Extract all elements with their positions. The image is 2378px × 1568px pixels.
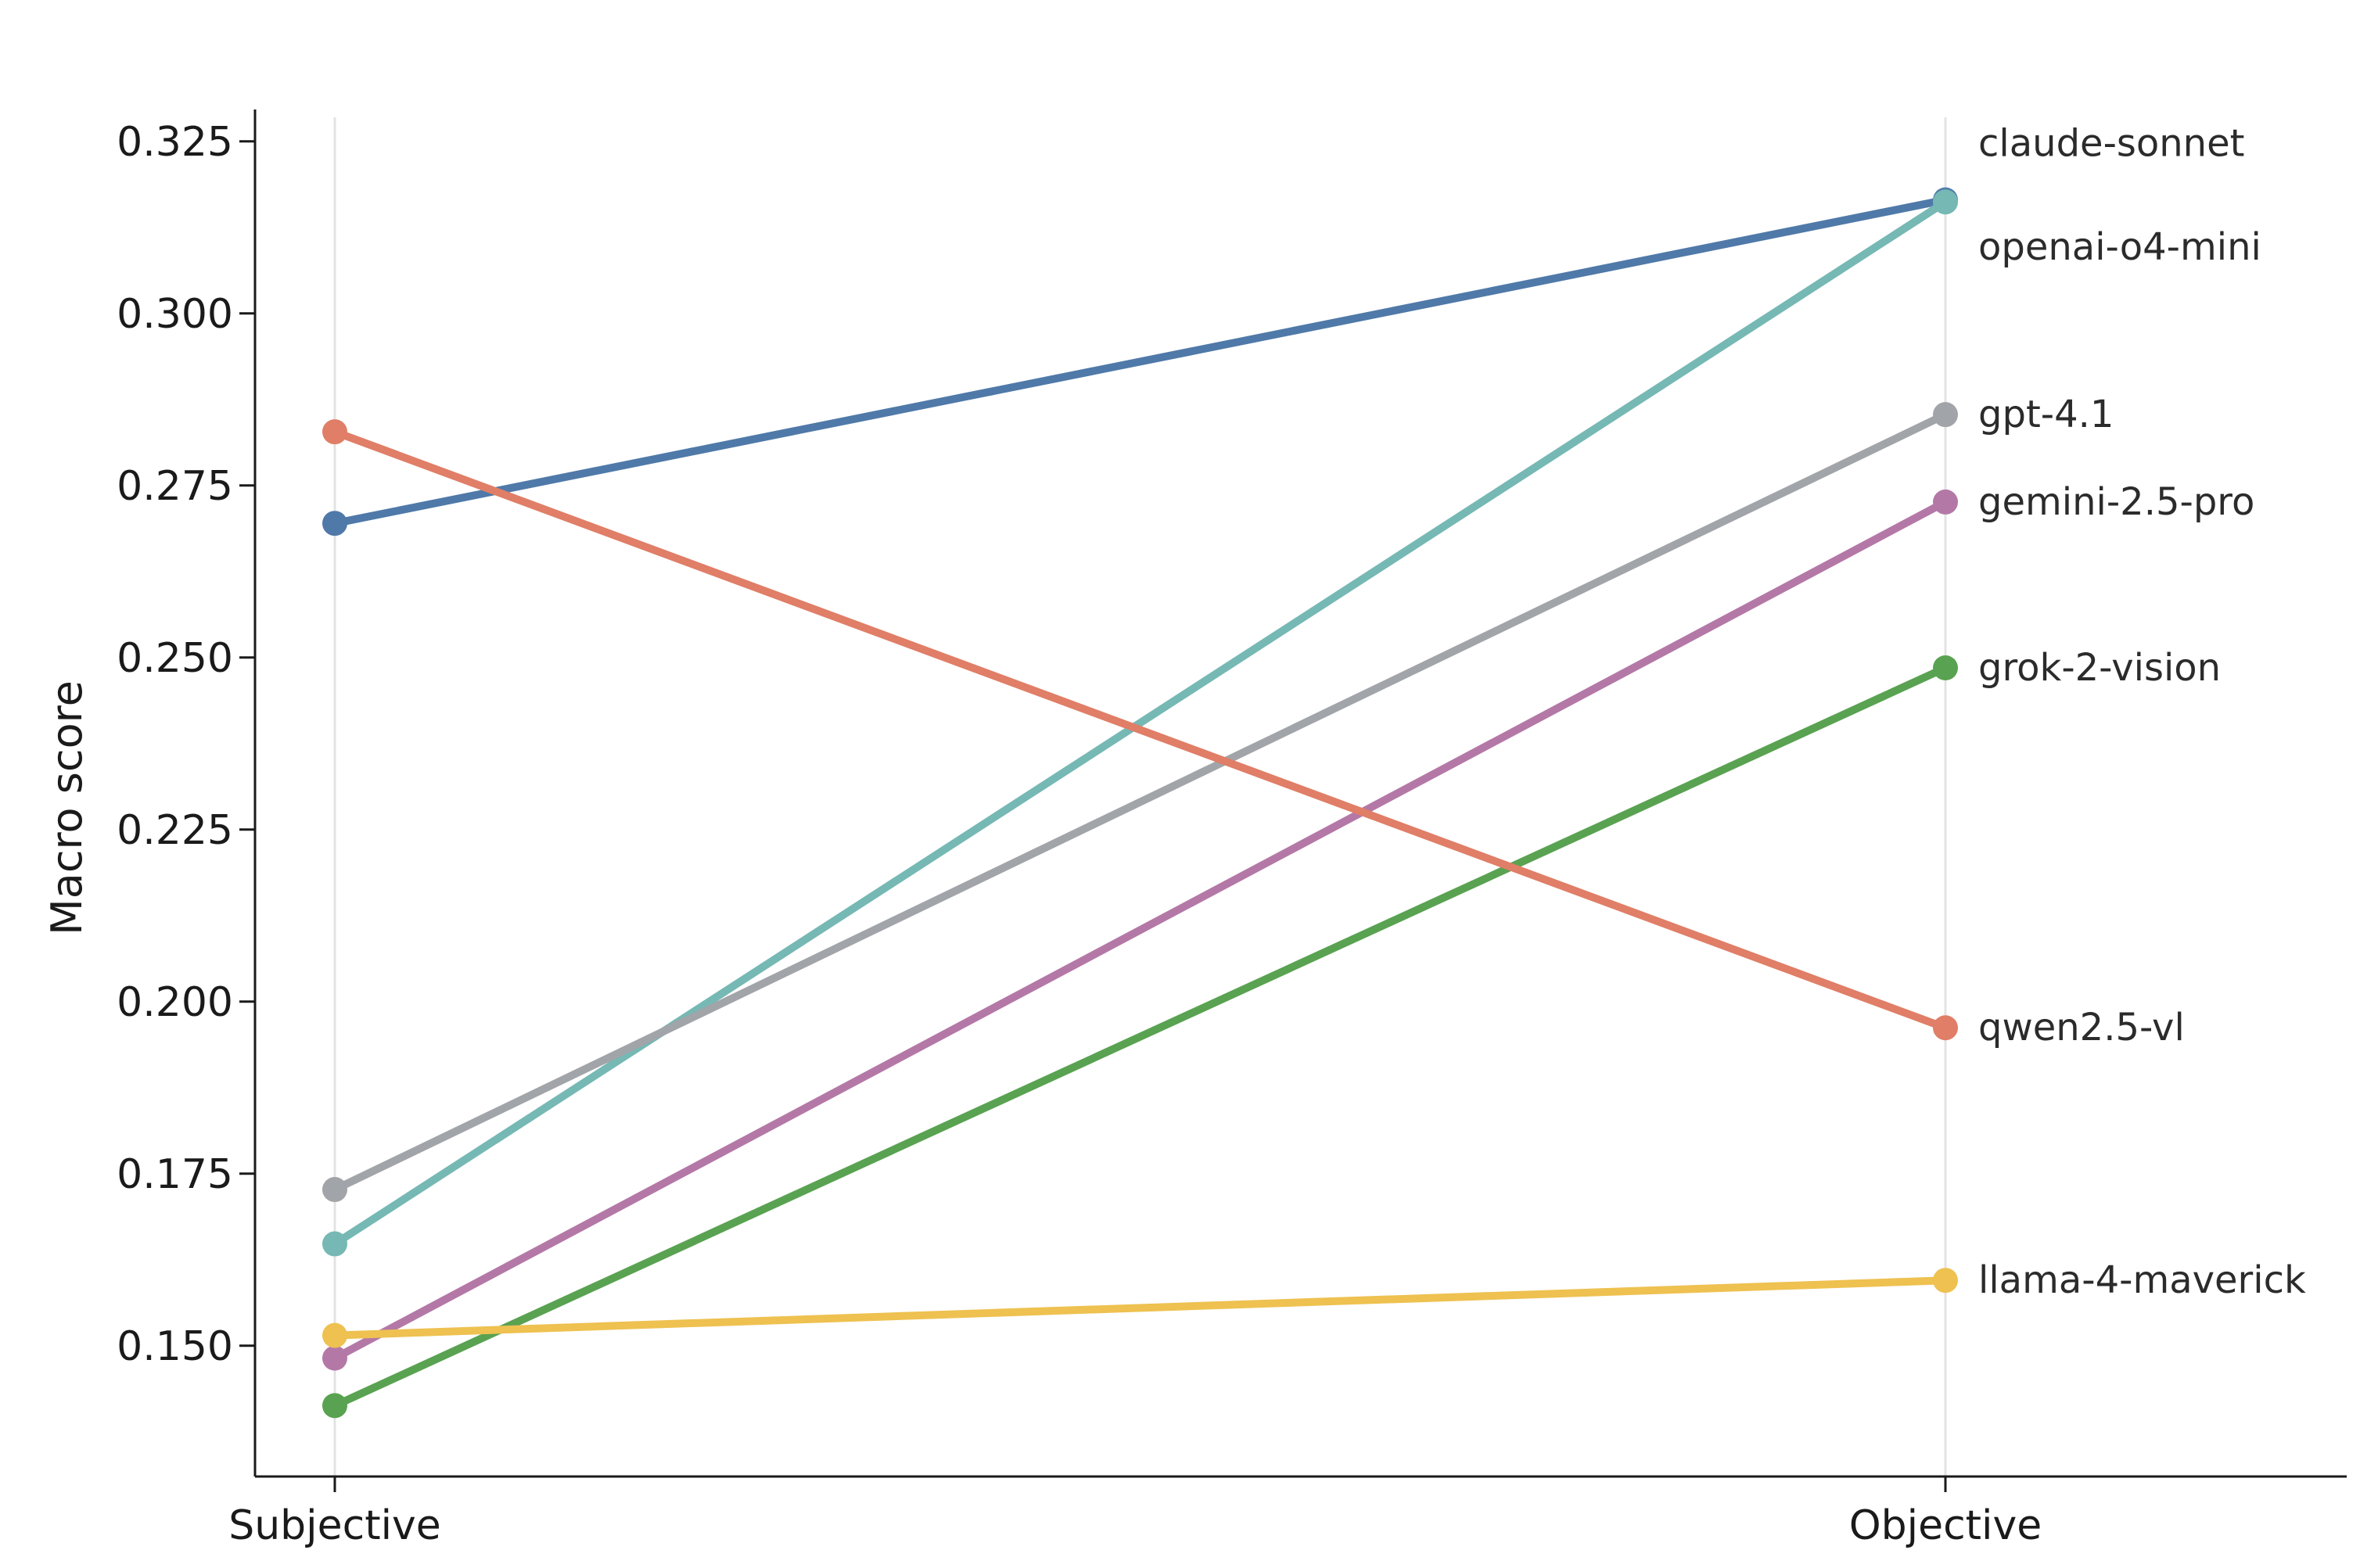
point-qwen2-5-vl-subjective: [322, 419, 347, 445]
point-grok-2-vision-subjective: [322, 1393, 347, 1419]
point-gemini-2-5-pro-objective: [1933, 489, 1958, 515]
series-line-gemini-2-5-pro: [331, 497, 1949, 1362]
series-line-gpt-4-1: [331, 411, 1949, 1194]
axis-layer: 0.150 0.175 0.200 0.225 0.250 0.275 0.300 0.325…: [42, 109, 2347, 1549]
y-tick-label: 0.275: [117, 463, 233, 510]
point-openai-o4-mini-objective: [1933, 189, 1958, 215]
series-line-llama-4-maverick: [331, 1276, 1949, 1340]
point-llama-4-maverick-subjective: [322, 1322, 347, 1348]
y-tick-label: 0.150: [117, 1323, 233, 1370]
point-llama-4-maverick-objective: [1933, 1268, 1958, 1294]
point-claude-sonnet-subjective: [322, 511, 347, 536]
point-gemini-2-5-pro-subjective: [322, 1345, 347, 1371]
y-tick-label: 0.200: [117, 979, 233, 1026]
y-axis-title: Macro score: [42, 680, 92, 935]
point-gpt-4-1-subjective: [322, 1177, 347, 1203]
series-label-gpt-4-1: gpt-4.1: [1978, 393, 2114, 436]
x-tick-label-objective: Objective: [1849, 1502, 2042, 1549]
series-line-openai-o4-mini: [331, 198, 1949, 1248]
y-tick-label: 0.225: [117, 807, 233, 854]
series-label-grok-2-vision: grok-2-vision: [1978, 646, 2221, 690]
series-label-qwen2-5-vl: qwen2.5-vl: [1978, 1006, 2185, 1050]
series-line-grok-2-vision: [331, 664, 1949, 1410]
series-label-claude-sonnet: claude-sonnet: [1978, 122, 2244, 166]
series-label-llama-4-maverick: llama-4-maverick: [1978, 1258, 2306, 1302]
point-openai-o4-mini-subjective: [322, 1231, 347, 1257]
series-label-openai-o4-mini: openai-o4-mini: [1978, 225, 2261, 269]
point-grok-2-vision-objective: [1933, 655, 1958, 680]
series-line-claude-sonnet: [331, 196, 1949, 528]
label-layer: claude-sonnet openai-o4-mini gpt-4.1 gemini…: [1978, 122, 2306, 1303]
y-tick-label: 0.325: [117, 119, 233, 166]
y-tick-label: 0.250: [117, 635, 233, 682]
y-tick-label: 0.300: [117, 291, 233, 338]
grid-layer: [333, 117, 1947, 1477]
series-line-qwen2-5-vl: [331, 428, 1949, 1032]
point-qwen2-5-vl-objective: [1933, 1015, 1958, 1041]
series-label-gemini-2-5-pro: gemini-2.5-pro: [1978, 480, 2254, 524]
x-tick-label-subjective: Subjective: [228, 1502, 441, 1549]
point-gpt-4-1-objective: [1933, 402, 1958, 428]
series-layer: [322, 187, 1958, 1419]
y-tick-label: 0.175: [117, 1151, 233, 1198]
